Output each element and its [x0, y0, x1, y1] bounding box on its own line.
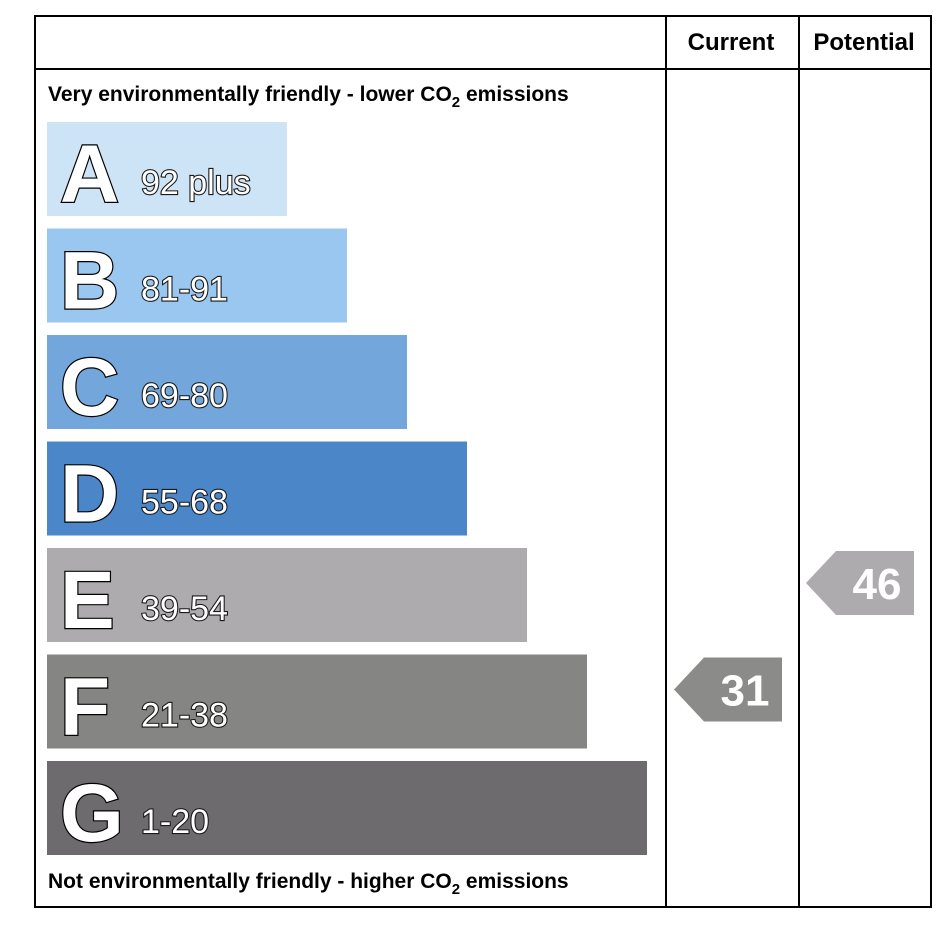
- band-a-letter: A: [60, 129, 119, 220]
- band-b: B 81-91: [47, 228, 347, 328]
- potential-rating-indicator: 46: [806, 551, 914, 615]
- band-d-letter: D: [60, 449, 119, 540]
- band-g-letter: G: [60, 768, 124, 859]
- band-g-range: 1-20: [141, 803, 209, 841]
- potential-column-header: Potential: [813, 29, 914, 56]
- band-f-bar: [47, 654, 587, 749]
- potential-rating-indicator-arrow: [806, 551, 914, 615]
- band-d: D 55-68: [47, 441, 467, 541]
- band-d-bar: [47, 441, 467, 536]
- band-c: C 69-80: [47, 335, 407, 434]
- band-c-range: 69-80: [141, 377, 228, 415]
- band-f: F 21-38: [47, 654, 587, 754]
- bottom-caption: Not environmentally friendly - higher CO…: [48, 870, 569, 898]
- band-c-letter: C: [60, 342, 119, 433]
- potential-rating-indicator-value: 46: [853, 560, 902, 609]
- rating-indicators: 31 46: [674, 551, 914, 722]
- current-column-header: Current: [688, 29, 775, 56]
- frame: [34, 15, 932, 908]
- band-e-letter: E: [60, 555, 115, 646]
- current-rating-indicator: 31: [674, 657, 782, 722]
- current-rating-indicator-arrow: [674, 657, 782, 722]
- band-e-range: 39-54: [141, 590, 228, 628]
- top-caption: Very environmentally friendly - lower CO…: [48, 83, 569, 111]
- band-g-bar: [47, 761, 647, 855]
- band-a: A 92 plus: [47, 122, 287, 221]
- band-a-range: 92 plus: [141, 164, 251, 202]
- band-g: G 1-20: [47, 761, 647, 860]
- rating-bands: A 92 plus B 81-91 C 69-80 D 55-68 E 39-54 F 21-38 G 1…: [47, 122, 647, 860]
- band-f-range: 21-38: [141, 697, 228, 735]
- band-f-letter: F: [60, 662, 110, 753]
- current-rating-indicator-value: 31: [721, 667, 770, 716]
- band-c-bar: [47, 335, 407, 429]
- band-b-bar: [47, 228, 347, 323]
- band-e-bar: [47, 548, 527, 642]
- band-b-letter: B: [60, 236, 119, 327]
- band-e: E 39-54: [47, 548, 527, 647]
- band-b-range: 81-91: [141, 271, 228, 309]
- band-d-range: 55-68: [141, 484, 228, 522]
- band-a-bar: [47, 122, 287, 216]
